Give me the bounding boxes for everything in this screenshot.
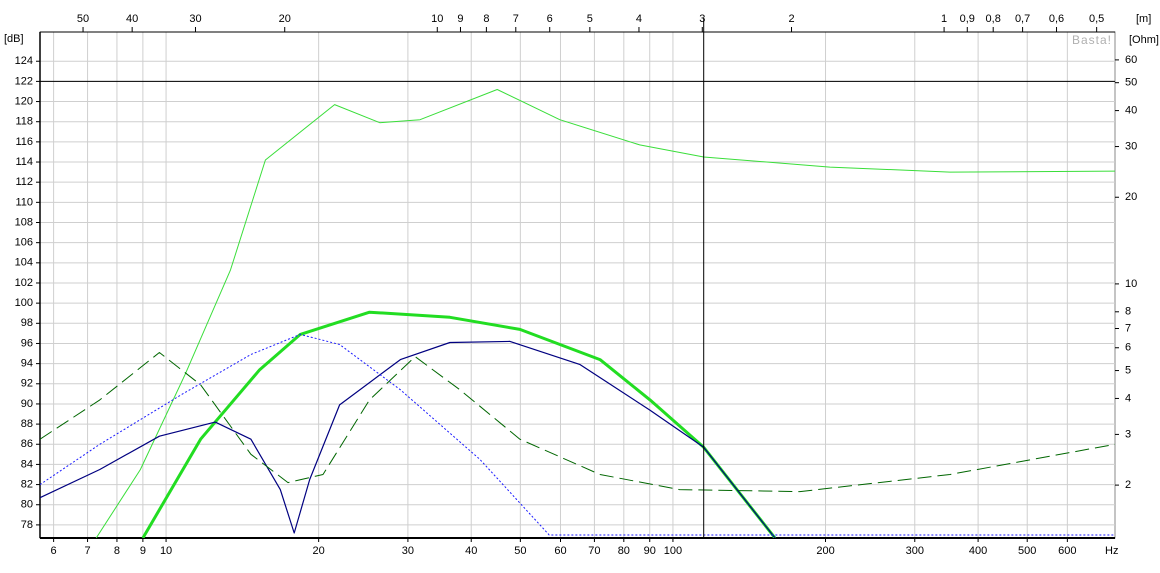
series-line	[40, 340, 776, 538]
y2-tick-label: 8	[1125, 306, 1131, 318]
x2-tick-label: 10	[431, 13, 443, 25]
x-tick-label: 30	[402, 545, 414, 557]
y2-tick-label: 6	[1125, 342, 1131, 354]
y-tick-label: 98	[21, 317, 33, 329]
y2-tick-label: 30	[1125, 140, 1137, 152]
y2-tick-label: 4	[1125, 392, 1131, 404]
y-tick-label: 110	[15, 196, 33, 208]
y-tick-label: 90	[21, 398, 33, 410]
watermark: Basta!	[1072, 33, 1112, 47]
x-tick-label: 50	[514, 545, 526, 557]
y-tick-label: 100	[15, 297, 33, 309]
y2-tick-label: 20	[1125, 191, 1137, 203]
y-tick-label: 122	[15, 75, 33, 87]
x-tick-label: 7	[84, 545, 90, 557]
x-axis-label: Hz	[1105, 545, 1118, 557]
x-tick-label: 70	[588, 545, 600, 557]
x2-tick-label: 8	[483, 13, 489, 25]
y-tick-label: 106	[15, 237, 33, 249]
y-axis-label: [dB]	[4, 33, 24, 45]
x2-tick-label: 0,8	[986, 13, 1001, 25]
y2-tick-label: 10	[1125, 278, 1137, 290]
y-tick-label: 86	[21, 438, 33, 450]
x2-axis-label: [m]	[1136, 13, 1151, 25]
series-line	[40, 333, 1115, 536]
x2-tick-label: 0,7	[1015, 13, 1030, 25]
series-line	[141, 310, 777, 538]
y-tick-label: 108	[15, 216, 33, 228]
plot-lines	[40, 89, 1115, 538]
x-tick-label: 300	[906, 545, 924, 557]
x2-tick-label: 4	[636, 13, 642, 25]
y-tick-label: 102	[15, 277, 33, 289]
y2-tick-label: 40	[1125, 104, 1137, 116]
x2-tick-label: 2	[788, 13, 794, 25]
y-tick-label: 88	[21, 418, 33, 430]
x-tick-label: 500	[1018, 545, 1036, 557]
x-tick-label: 90	[644, 545, 656, 557]
y-tick-label: 96	[21, 337, 33, 349]
y2-tick-label: 7	[1125, 322, 1131, 334]
x2-tick-label: 9	[457, 13, 463, 25]
y-tick-label: 114	[15, 156, 33, 168]
y-tick-label: 124	[15, 55, 33, 67]
series-line	[95, 89, 1115, 538]
x2-tick-label: 1	[941, 13, 947, 25]
x2-tick-label: 7	[513, 13, 519, 25]
y-tick-label: 80	[21, 499, 33, 511]
x2-tick-label: 0,5	[1089, 13, 1104, 25]
x-tick-label: 80	[618, 545, 630, 557]
y-tick-label: 112	[15, 176, 33, 188]
y-tick-label: 118	[15, 116, 33, 128]
y2-tick-label: 2	[1125, 479, 1131, 491]
x-tick-label: 60	[554, 545, 566, 557]
y2-tick-label: 3	[1125, 428, 1131, 440]
x-tick-label: 400	[969, 545, 987, 557]
x-tick-label: 9	[140, 545, 146, 557]
y2-axis-label: [Ohm]	[1129, 34, 1159, 46]
y-tick-label: 82	[21, 478, 33, 490]
x-tick-label: 20	[313, 545, 325, 557]
y-tick-label: 92	[21, 378, 33, 390]
x2-tick-label: 20	[279, 13, 291, 25]
x-tick-label: 6	[51, 545, 57, 557]
x2-tick-label: 0,6	[1049, 13, 1064, 25]
x2-tick-label: 50	[77, 13, 89, 25]
x-tick-label: 600	[1058, 545, 1076, 557]
x-tick-label: 40	[465, 545, 477, 557]
y-tick-label: 104	[15, 257, 33, 269]
x2-tick-label: 40	[126, 13, 138, 25]
x2-tick-label: 30	[189, 13, 201, 25]
x-tick-label: 200	[816, 545, 834, 557]
y2-tick-label: 60	[1125, 54, 1137, 66]
y2-tick-label: 50	[1125, 77, 1137, 89]
x2-tick-label: 5	[587, 13, 593, 25]
x-tick-label: 8	[114, 545, 120, 557]
y-tick-label: 84	[21, 458, 33, 470]
series-line	[40, 352, 1115, 493]
plot-area	[39, 31, 1116, 539]
x-tick-label: 10	[160, 545, 172, 557]
x2-tick-label: 0,9	[960, 13, 975, 25]
y-tick-label: 78	[21, 519, 33, 531]
y-tick-label: 120	[15, 95, 33, 107]
x2-tick-label: 3	[699, 13, 705, 25]
y-tick-label: 116	[15, 136, 33, 148]
x2-tick-label: 6	[547, 13, 553, 25]
y-tick-label: 94	[21, 358, 33, 370]
x-tick-label: 100	[664, 545, 682, 557]
y2-tick-label: 5	[1125, 364, 1131, 376]
